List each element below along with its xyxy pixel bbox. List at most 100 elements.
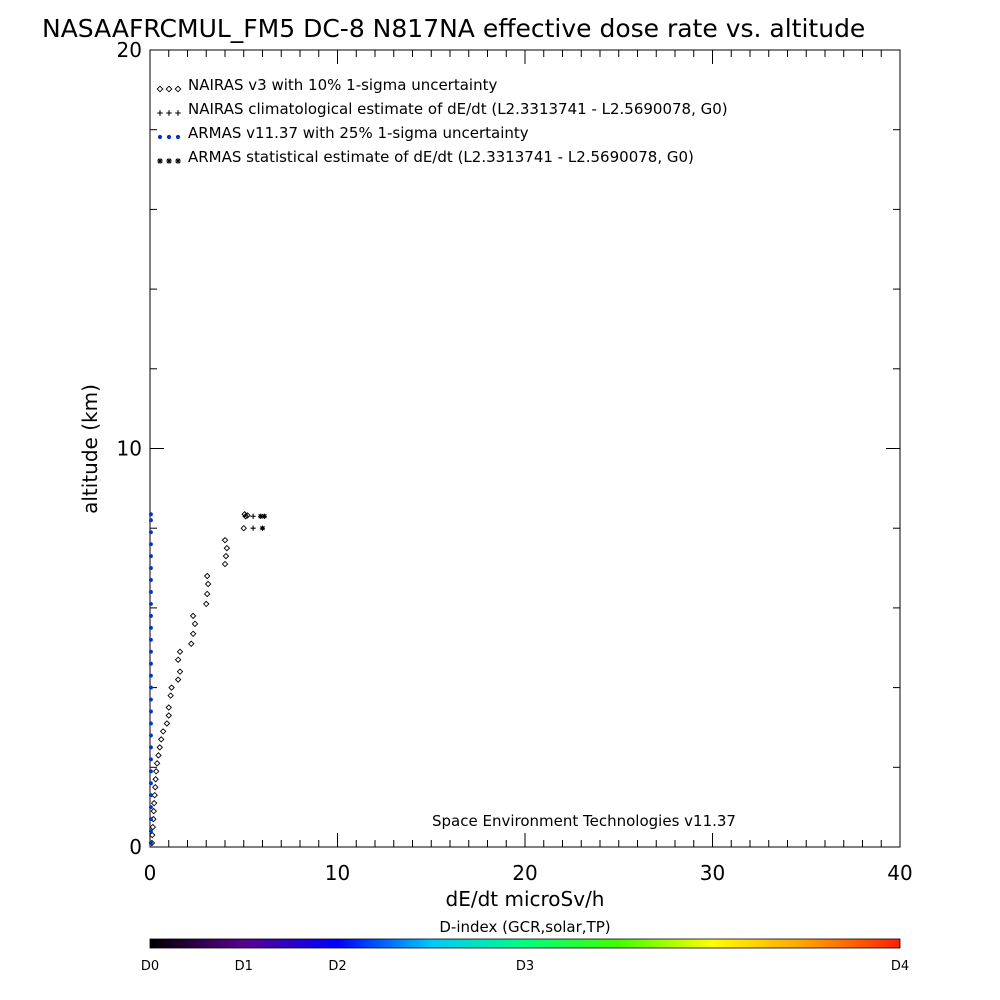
- data-point: [222, 552, 230, 560]
- data-point: [250, 525, 256, 531]
- data-point: [223, 544, 231, 552]
- y-tick-label: 10: [117, 437, 142, 461]
- legend: NAIRAS v3 with 10% 1-sigma uncertainty NA…: [156, 76, 728, 166]
- colorbar-label: D1: [235, 959, 253, 974]
- y-tick-label: 0: [129, 835, 142, 859]
- data-point: [148, 697, 153, 702]
- x-tick-label: 20: [512, 861, 537, 885]
- legend-marker: [157, 110, 163, 116]
- series-4: [258, 513, 267, 531]
- colorbar: [149, 938, 901, 949]
- data-point: [188, 640, 195, 648]
- legend-marker: [175, 134, 181, 140]
- data-point: [148, 745, 153, 750]
- x-tick-label: 40: [887, 861, 912, 885]
- data-point: [165, 704, 172, 711]
- colorbar-labels: D0 D1 D2 D3 D4: [141, 959, 909, 974]
- colorbar-label: D4: [891, 959, 909, 974]
- data-point: [176, 668, 184, 675]
- legend-label: NAIRAS climatological estimate of dE/dt …: [188, 100, 728, 118]
- legend-marker: [156, 85, 164, 93]
- data-point: [148, 518, 153, 523]
- series-2: [250, 513, 256, 531]
- chart-title: NASAAFRCMUL_FM5 DC-8 N817NA effective do…: [42, 14, 865, 43]
- data-point: [150, 807, 157, 815]
- data-point: [148, 601, 153, 606]
- data-point: [148, 829, 153, 834]
- data-point: [148, 625, 153, 630]
- data-point: [148, 817, 153, 822]
- data-point: [148, 542, 153, 547]
- data-point: [148, 709, 153, 714]
- data-point: [148, 637, 153, 642]
- data-point: [261, 513, 267, 519]
- data-point: [150, 799, 158, 807]
- legend-label: ARMAS v11.37 with 25% 1-sigma uncertaint…: [188, 124, 529, 142]
- legend-marker: [166, 134, 172, 140]
- data-point: [148, 590, 153, 594]
- data-point: [148, 512, 153, 517]
- series-1: [148, 511, 251, 847]
- series-3: [148, 512, 153, 845]
- data-point: [149, 831, 156, 839]
- x-tick-label: 30: [700, 861, 725, 885]
- data-point: [148, 613, 153, 618]
- data-point: [189, 630, 197, 638]
- data-point: [174, 676, 182, 683]
- x-tick-label: 0: [144, 861, 157, 885]
- data-point: [152, 776, 159, 783]
- data-point: [203, 590, 211, 598]
- colorbar-title: D-index (GCR,solar,TP): [439, 918, 610, 936]
- data-point: [244, 512, 251, 519]
- data-point: [148, 793, 153, 798]
- data-point: [148, 661, 153, 666]
- data-point: [149, 823, 157, 831]
- data-point: [203, 572, 211, 580]
- data-point: [148, 841, 153, 845]
- plot-frame: [149, 49, 901, 848]
- data-point: [151, 791, 158, 799]
- data-point: [167, 692, 174, 699]
- data-point: [259, 525, 266, 531]
- data-point: [242, 513, 249, 520]
- data-point: [258, 513, 264, 519]
- data-point: [250, 513, 256, 519]
- data-point: [148, 530, 153, 535]
- legend-marker: [157, 158, 163, 164]
- data-point: [165, 712, 172, 719]
- data-point: [148, 757, 153, 762]
- data-point: [148, 685, 153, 690]
- data-point: [221, 560, 229, 568]
- legend-label: NAIRAS v3 with 10% 1-sigma uncertainty: [188, 76, 497, 94]
- y-tick-label: 20: [117, 38, 142, 62]
- data-point: [159, 728, 167, 735]
- data-point: [148, 673, 153, 678]
- data-marks: [148, 511, 267, 847]
- data-point: [155, 752, 162, 759]
- colorbar-label: D0: [141, 959, 159, 974]
- data-point: [189, 612, 197, 620]
- legend-label: ARMAS statistical estimate of dE/dt (L2.…: [188, 148, 694, 166]
- data-point: [163, 720, 171, 727]
- colorbar-label: D2: [328, 959, 346, 974]
- data-point: [148, 649, 153, 654]
- data-point: [168, 684, 175, 691]
- data-point: [148, 733, 153, 738]
- x-tick-label: 10: [325, 861, 350, 885]
- data-point: [204, 580, 212, 588]
- tick-labels: 0 10 20 30 40 0 10 20: [117, 38, 913, 885]
- legend-marker: [174, 85, 182, 93]
- data-point: [148, 578, 153, 582]
- data-point: [153, 760, 161, 767]
- data-point: [158, 736, 165, 743]
- data-point: [148, 566, 153, 570]
- x-axis-label: dE/dt microSv/h: [446, 887, 605, 911]
- data-point: [191, 620, 199, 628]
- y-axis-label: altitude (km): [78, 384, 102, 514]
- data-point: [148, 781, 153, 786]
- colorbar-label: D3: [516, 959, 534, 974]
- legend-marker: [166, 158, 172, 164]
- data-point: [240, 524, 247, 532]
- axis-ticks: [149, 49, 901, 848]
- legend-marker: [175, 110, 181, 116]
